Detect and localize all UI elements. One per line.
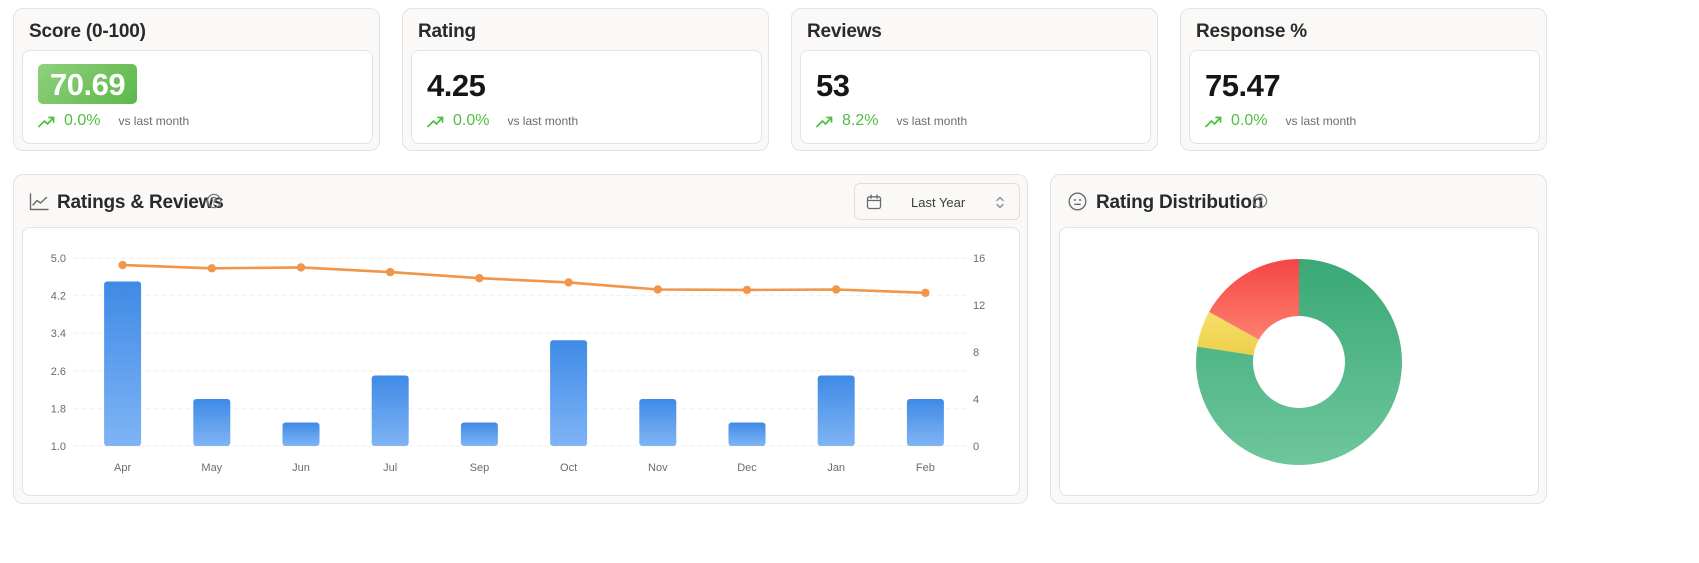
x-tick-label: Sep [470, 462, 490, 474]
rating-point-dec[interactable] [742, 285, 752, 295]
y-left-tick-label: 5.0 [51, 253, 66, 265]
kpi-card-score: Score (0-100) 70.69 0.0% vs last month [13, 8, 380, 151]
calendar-icon [866, 194, 882, 210]
rating-point-jun[interactable] [296, 263, 306, 272]
donut-slice-positive[interactable] [1196, 259, 1402, 465]
help-circle-icon[interactable] [1252, 193, 1268, 209]
rating-distribution-card: Rating Distribution [1050, 174, 1547, 504]
rating-point-jul[interactable] [386, 267, 395, 277]
bar-apr[interactable] [104, 281, 142, 447]
trending-up-icon [38, 116, 55, 127]
rating-point-apr[interactable] [118, 260, 127, 270]
y-left-tick-label: 1.8 [51, 403, 66, 415]
face-icon [1068, 192, 1087, 211]
kpi-card-reviews: Reviews 53 8.2% vs last month [791, 8, 1158, 151]
rating-point-oct[interactable] [564, 278, 573, 287]
kpi-card-response: Response % 75.47 0.0% vs last month [1180, 8, 1547, 151]
rating-distribution-donut [1196, 259, 1402, 465]
kpi-body: 53 8.2% vs last month [800, 50, 1151, 144]
chevron-up-down-icon [996, 196, 1004, 209]
trending-up-icon [427, 116, 444, 127]
x-tick-label: Apr [114, 462, 131, 474]
y-left-tick-label: 2.6 [51, 366, 66, 378]
rating-point-feb[interactable] [921, 288, 930, 297]
kpi-body: 75.47 0.0% vs last month [1189, 50, 1540, 144]
line-chart-icon [29, 193, 49, 211]
x-tick-label: Dec [737, 462, 757, 474]
y-left-tick-label: 4.2 [51, 291, 66, 303]
section-title: Rating Distribution [1096, 192, 1264, 213]
chart-container: 5.0 4.2 3.4 2.6 1.8 1.0 16 12 8 4 0 Apr May Jun Jul Sep… [22, 227, 1020, 496]
bar-jul[interactable] [371, 375, 409, 447]
y-right-tick-label: 4 [973, 394, 979, 406]
kpi-trend-pct: 0.0% [64, 112, 101, 129]
kpi-value: 4.25 [427, 68, 486, 103]
trending-up-icon [816, 116, 833, 127]
kpi-trend-note: vs last month [896, 114, 968, 128]
y-left-tick-label: 1.0 [51, 441, 66, 453]
x-tick-label: Feb [916, 462, 935, 474]
rating-point-may[interactable] [207, 264, 216, 273]
kpi-trend: 0.0% vs last month [38, 111, 189, 131]
date-range-select[interactable]: Last Year [854, 183, 1020, 220]
kpi-body: 70.69 0.0% vs last month [22, 50, 373, 144]
x-tick-label: Oct [560, 462, 577, 474]
rating-point-nov[interactable] [653, 285, 662, 294]
section-title: Ratings & Reviews [57, 192, 224, 213]
kpi-trend-note: vs last month [1285, 114, 1357, 128]
kpi-value: 75.47 [1205, 68, 1281, 103]
kpi-body: 4.25 0.0% vs last month [411, 50, 762, 144]
bar-dec[interactable] [728, 422, 766, 447]
kpi-title: Reviews [807, 21, 882, 42]
bar-nov[interactable] [639, 399, 677, 446]
bar-feb[interactable] [906, 399, 944, 446]
rating-line [122, 263, 926, 295]
bar-oct[interactable] [550, 340, 588, 446]
x-tick-label: Jan [827, 462, 845, 474]
kpi-title: Response % [1196, 21, 1307, 42]
x-tick-label: Jun [292, 462, 310, 474]
donut-slice-negative[interactable] [1209, 259, 1299, 340]
bar-jun[interactable] [282, 422, 320, 447]
donut-slice-neutral[interactable] [1197, 311, 1259, 356]
bar-may[interactable] [193, 399, 231, 446]
kpi-trend-pct: 0.0% [1231, 112, 1268, 129]
trending-up-icon [1205, 116, 1222, 127]
y-right-tick-label: 16 [973, 253, 985, 265]
x-tick-label: Nov [648, 462, 668, 474]
kpi-trend: 0.0% vs last month [1205, 111, 1356, 131]
kpi-card-rating: Rating 4.25 0.0% vs last month [402, 8, 769, 151]
bar-sep[interactable] [460, 422, 498, 447]
rating-point-jan[interactable] [832, 285, 841, 294]
y-right-tick-label: 8 [973, 347, 979, 359]
kpi-title: Score (0-100) [29, 21, 146, 42]
donut-container [1059, 227, 1539, 496]
x-tick-label: May [201, 462, 222, 474]
y-left-tick-label: 3.4 [51, 328, 66, 340]
ratings-reviews-card: Ratings & Reviews Last Year 5.0 4.2 3.4 2.6… [13, 174, 1028, 504]
kpi-trend-pct: 0.0% [453, 112, 490, 129]
kpi-value: 70.69 [38, 64, 138, 104]
y-right-tick-label: 12 [973, 300, 985, 312]
help-circle-icon[interactable] [206, 193, 222, 209]
kpi-title: Rating [418, 21, 476, 42]
kpi-value: 53 [816, 68, 850, 103]
kpi-trend-note: vs last month [507, 114, 579, 128]
kpi-trend-note: vs last month [118, 114, 190, 128]
kpi-trend: 0.0% vs last month [427, 111, 578, 131]
bar-jan[interactable] [817, 375, 855, 447]
kpi-trend-pct: 8.2% [842, 112, 879, 129]
rating-point-sep[interactable] [475, 274, 484, 283]
y-right-tick-label: 0 [973, 441, 979, 453]
x-tick-label: Jul [383, 462, 397, 474]
date-range-label: Last Year [911, 195, 966, 210]
ratings-reviews-chart: 5.0 4.2 3.4 2.6 1.8 1.0 16 12 8 4 0 Apr May Jun Jul Sep… [51, 253, 986, 474]
kpi-trend: 8.2% vs last month [816, 111, 967, 131]
